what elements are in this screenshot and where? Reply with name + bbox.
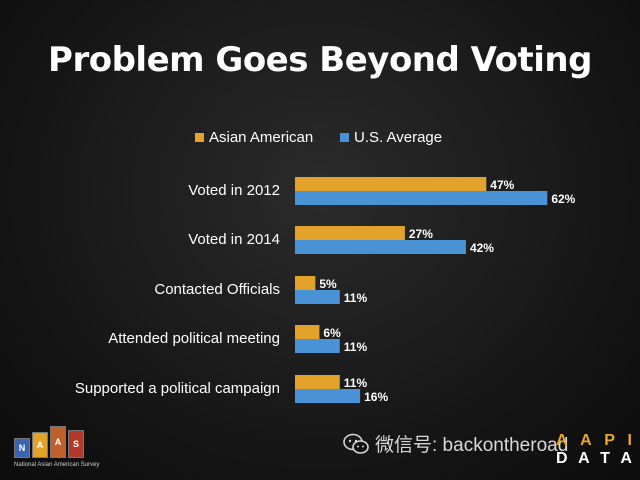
data-label: 27% xyxy=(409,227,433,241)
legend-label: Asian American xyxy=(209,129,313,146)
data-label: 16% xyxy=(364,390,388,404)
category-label: Voted in 2014 xyxy=(188,231,280,248)
category-label: Supported a political campaign xyxy=(75,380,280,397)
aapi-letter: D xyxy=(556,450,568,467)
legend-swatch xyxy=(195,133,204,142)
wechat-text: 微信号: backontheroad xyxy=(375,435,569,456)
bar xyxy=(295,339,340,353)
bar xyxy=(295,375,340,389)
aapi-letter: A xyxy=(580,432,592,449)
legend-label: U.S. Average xyxy=(354,129,442,146)
naas-logo-tile: N xyxy=(14,438,30,458)
data-label: 11% xyxy=(344,291,368,305)
data-label: 42% xyxy=(470,241,494,255)
bar xyxy=(295,177,487,191)
data-label: 5% xyxy=(319,277,337,291)
aapi-letter: A xyxy=(556,432,568,449)
bar xyxy=(295,226,405,240)
data-label: 11% xyxy=(344,340,368,354)
category-label: Contacted Officials xyxy=(154,281,280,298)
naas-logo-caption: National Asian American Survey xyxy=(14,462,100,468)
wechat-icon xyxy=(343,433,369,454)
data-label: 47% xyxy=(490,178,514,192)
data-label: 62% xyxy=(551,192,575,206)
category-label: Attended political meeting xyxy=(108,330,280,347)
wechat-watermark: 微信号: backontheroad xyxy=(343,430,568,457)
naas-logo-tile: A xyxy=(50,426,66,458)
bar xyxy=(295,191,548,205)
bar xyxy=(295,389,361,403)
naas-logo-tile: A xyxy=(32,432,48,458)
naas-logo-tile: S xyxy=(68,430,84,458)
aapi-letter: A xyxy=(578,450,590,467)
bar xyxy=(295,240,466,254)
aapi-letter: P xyxy=(604,432,615,449)
data-label: 6% xyxy=(323,326,341,340)
bar xyxy=(295,325,320,339)
legend-swatch xyxy=(340,133,349,142)
chart-title: Problem Goes Beyond Voting xyxy=(48,40,592,80)
category-label: Voted in 2012 xyxy=(188,182,280,199)
data-label: 11% xyxy=(344,376,368,390)
bar xyxy=(295,276,316,290)
aapi-letter: T xyxy=(600,450,610,467)
aapi-data-logo: A A P I D A T A xyxy=(556,432,632,468)
aapi-letter: I xyxy=(627,432,632,449)
aapi-letter: A xyxy=(620,450,632,467)
bar xyxy=(295,290,340,304)
